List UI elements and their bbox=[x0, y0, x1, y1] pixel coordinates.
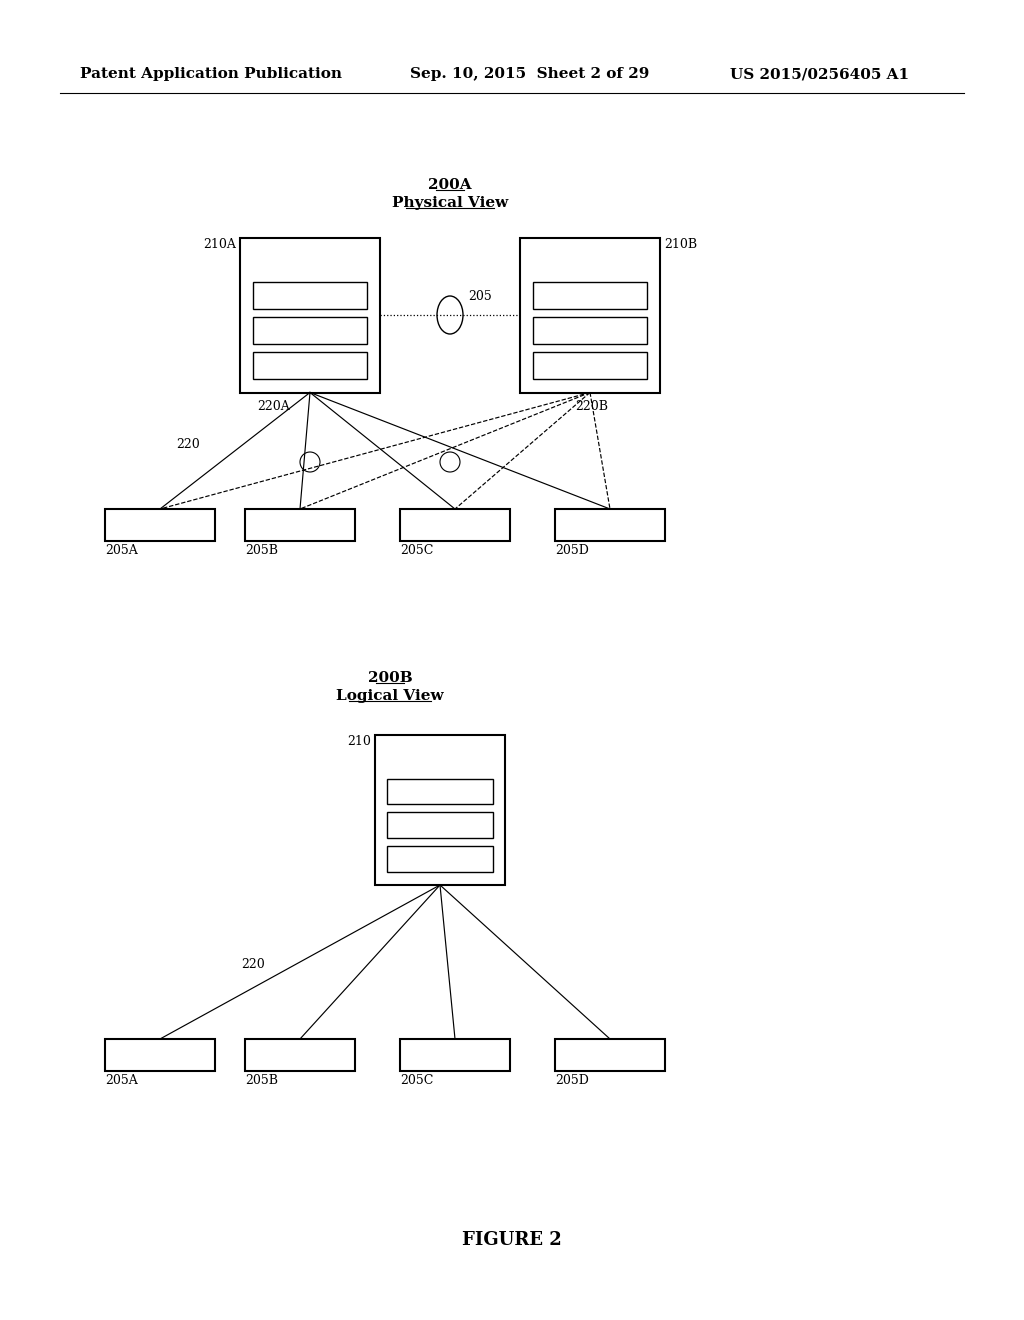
Bar bbox=[387, 812, 494, 838]
Text: 205C: 205C bbox=[400, 1074, 433, 1086]
Text: 200B: 200B bbox=[368, 671, 413, 685]
Text: 205: 205 bbox=[468, 290, 492, 304]
Text: 220A: 220A bbox=[257, 400, 290, 413]
Bar bbox=[400, 1039, 510, 1071]
Text: 205D: 205D bbox=[555, 544, 589, 557]
Text: 205B: 205B bbox=[245, 544, 278, 557]
Text: 220B: 220B bbox=[575, 400, 608, 413]
Text: 205C: 205C bbox=[400, 544, 433, 557]
Text: 220: 220 bbox=[242, 958, 265, 972]
Ellipse shape bbox=[437, 296, 463, 334]
Text: 205D: 205D bbox=[555, 1074, 589, 1086]
Bar bbox=[240, 238, 380, 392]
Bar bbox=[555, 1039, 665, 1071]
Text: 200A: 200A bbox=[428, 178, 472, 191]
Bar bbox=[532, 317, 647, 343]
Bar bbox=[245, 510, 355, 541]
Bar bbox=[253, 282, 368, 309]
Bar bbox=[253, 352, 368, 379]
Bar bbox=[105, 510, 215, 541]
Text: Patent Application Publication: Patent Application Publication bbox=[80, 67, 342, 81]
Bar bbox=[387, 779, 494, 804]
Bar bbox=[105, 1039, 215, 1071]
Bar bbox=[400, 510, 510, 541]
Text: 220: 220 bbox=[176, 438, 200, 451]
Bar bbox=[375, 735, 505, 884]
Text: 205A: 205A bbox=[105, 1074, 138, 1086]
Text: Physical View: Physical View bbox=[392, 195, 508, 210]
Bar bbox=[532, 282, 647, 309]
Bar bbox=[532, 352, 647, 379]
Text: 210B: 210B bbox=[664, 238, 697, 251]
Text: Logical View: Logical View bbox=[336, 689, 443, 704]
Text: Sep. 10, 2015  Sheet 2 of 29: Sep. 10, 2015 Sheet 2 of 29 bbox=[410, 67, 649, 81]
Bar bbox=[520, 238, 660, 392]
Text: 205B: 205B bbox=[245, 1074, 278, 1086]
Bar bbox=[245, 1039, 355, 1071]
Bar bbox=[387, 846, 494, 871]
Bar bbox=[253, 317, 368, 343]
Text: US 2015/0256405 A1: US 2015/0256405 A1 bbox=[730, 67, 909, 81]
Text: 210: 210 bbox=[347, 735, 371, 748]
Text: 205A: 205A bbox=[105, 544, 138, 557]
Text: FIGURE 2: FIGURE 2 bbox=[462, 1232, 562, 1249]
Bar bbox=[555, 510, 665, 541]
Text: 210A: 210A bbox=[203, 238, 236, 251]
